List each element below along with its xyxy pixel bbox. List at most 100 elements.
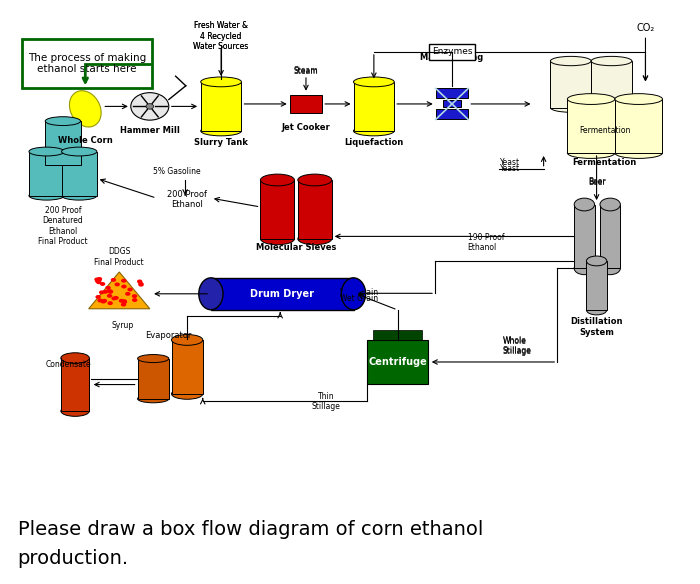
Circle shape <box>111 278 116 282</box>
Circle shape <box>122 299 127 303</box>
FancyBboxPatch shape <box>61 358 90 411</box>
Ellipse shape <box>260 233 295 245</box>
Text: Yeast: Yeast <box>500 164 519 173</box>
Circle shape <box>119 299 124 303</box>
Text: Evaporator: Evaporator <box>146 331 192 340</box>
Ellipse shape <box>615 93 662 105</box>
Ellipse shape <box>172 335 203 345</box>
FancyBboxPatch shape <box>138 359 169 399</box>
Ellipse shape <box>568 148 615 158</box>
Ellipse shape <box>29 147 64 156</box>
Circle shape <box>106 289 112 293</box>
Text: 200 Proof
Ethanol: 200 Proof Ethanol <box>167 190 207 209</box>
Text: Slurry Tank: Slurry Tank <box>194 138 248 147</box>
Ellipse shape <box>615 148 662 158</box>
Ellipse shape <box>62 147 97 156</box>
Circle shape <box>101 300 106 304</box>
Circle shape <box>127 287 133 291</box>
FancyBboxPatch shape <box>435 109 468 119</box>
Circle shape <box>105 286 111 290</box>
Circle shape <box>103 290 108 294</box>
Text: The process of making
ethanol starts here: The process of making ethanol starts her… <box>28 53 146 74</box>
Text: Mash Cooling: Mash Cooling <box>420 53 484 62</box>
Text: Enzymes: Enzymes <box>432 47 472 57</box>
Circle shape <box>107 290 113 294</box>
Ellipse shape <box>550 57 591 65</box>
Ellipse shape <box>138 395 169 403</box>
Circle shape <box>99 290 104 294</box>
FancyBboxPatch shape <box>443 100 461 107</box>
Circle shape <box>111 297 117 300</box>
FancyBboxPatch shape <box>367 340 428 384</box>
Text: Molecular Sieves: Molecular Sieves <box>256 244 336 252</box>
Circle shape <box>131 93 169 120</box>
Ellipse shape <box>354 126 394 136</box>
FancyBboxPatch shape <box>591 61 632 107</box>
FancyBboxPatch shape <box>354 82 394 131</box>
Circle shape <box>102 299 107 303</box>
Text: Distillation
System: Distillation System <box>570 317 623 337</box>
Polygon shape <box>89 272 150 309</box>
Text: 200 Proof
Denatured
Ethanol
Final Product: 200 Proof Denatured Ethanol Final Produc… <box>38 206 88 246</box>
Text: 190 Proof
Ethanol: 190 Proof Ethanol <box>468 233 504 252</box>
FancyBboxPatch shape <box>615 99 662 153</box>
Circle shape <box>97 278 102 282</box>
FancyBboxPatch shape <box>260 180 295 239</box>
FancyBboxPatch shape <box>62 151 97 196</box>
Ellipse shape <box>591 57 632 65</box>
Ellipse shape <box>591 103 632 112</box>
Circle shape <box>107 294 112 298</box>
Ellipse shape <box>172 388 203 399</box>
Circle shape <box>137 280 142 283</box>
FancyBboxPatch shape <box>22 39 152 88</box>
Ellipse shape <box>354 77 394 87</box>
Text: DDGS
Final Product: DDGS Final Product <box>94 248 144 267</box>
Ellipse shape <box>29 192 64 200</box>
Circle shape <box>100 282 105 286</box>
Ellipse shape <box>138 354 169 363</box>
FancyBboxPatch shape <box>298 180 332 239</box>
Ellipse shape <box>342 278 365 310</box>
Circle shape <box>121 284 127 288</box>
Circle shape <box>132 294 137 298</box>
Ellipse shape <box>69 91 101 127</box>
Text: Fermentation: Fermentation <box>573 158 637 167</box>
Circle shape <box>138 282 144 286</box>
Ellipse shape <box>201 77 241 87</box>
Ellipse shape <box>298 233 332 245</box>
Circle shape <box>97 298 103 303</box>
Text: Wet Grain: Wet Grain <box>340 294 378 303</box>
Circle shape <box>121 279 127 283</box>
Ellipse shape <box>298 174 332 186</box>
Ellipse shape <box>46 117 80 126</box>
Text: Fresh Water &
4 Recycled
Water Sources: Fresh Water & 4 Recycled Water Sources <box>193 22 248 51</box>
Circle shape <box>132 298 137 302</box>
Text: Jet Cooker: Jet Cooker <box>281 123 330 132</box>
Circle shape <box>108 301 113 305</box>
Text: Liquefaction: Liquefaction <box>344 138 403 147</box>
Circle shape <box>108 290 113 294</box>
FancyBboxPatch shape <box>172 340 203 394</box>
Ellipse shape <box>46 161 80 170</box>
Ellipse shape <box>201 126 241 136</box>
Ellipse shape <box>568 93 615 105</box>
Circle shape <box>122 300 127 304</box>
Circle shape <box>96 280 101 284</box>
Circle shape <box>95 295 101 299</box>
Ellipse shape <box>62 192 97 200</box>
FancyBboxPatch shape <box>398 329 422 340</box>
Ellipse shape <box>550 103 591 112</box>
Text: Yeast: Yeast <box>500 158 519 167</box>
Text: Fresh Water &
4 Recycled
Water Sources: Fresh Water & 4 Recycled Water Sources <box>193 22 248 51</box>
Text: Condensate: Condensate <box>46 360 92 370</box>
FancyBboxPatch shape <box>429 44 475 60</box>
Circle shape <box>139 283 143 287</box>
Ellipse shape <box>199 278 223 310</box>
Ellipse shape <box>600 198 620 211</box>
Text: Beer: Beer <box>588 178 606 187</box>
FancyBboxPatch shape <box>435 88 468 98</box>
Text: Steam: Steam <box>294 67 318 75</box>
Text: Whole
Stillage: Whole Stillage <box>503 336 532 355</box>
Text: Drum Dryer: Drum Dryer <box>250 289 314 299</box>
Ellipse shape <box>600 262 620 274</box>
